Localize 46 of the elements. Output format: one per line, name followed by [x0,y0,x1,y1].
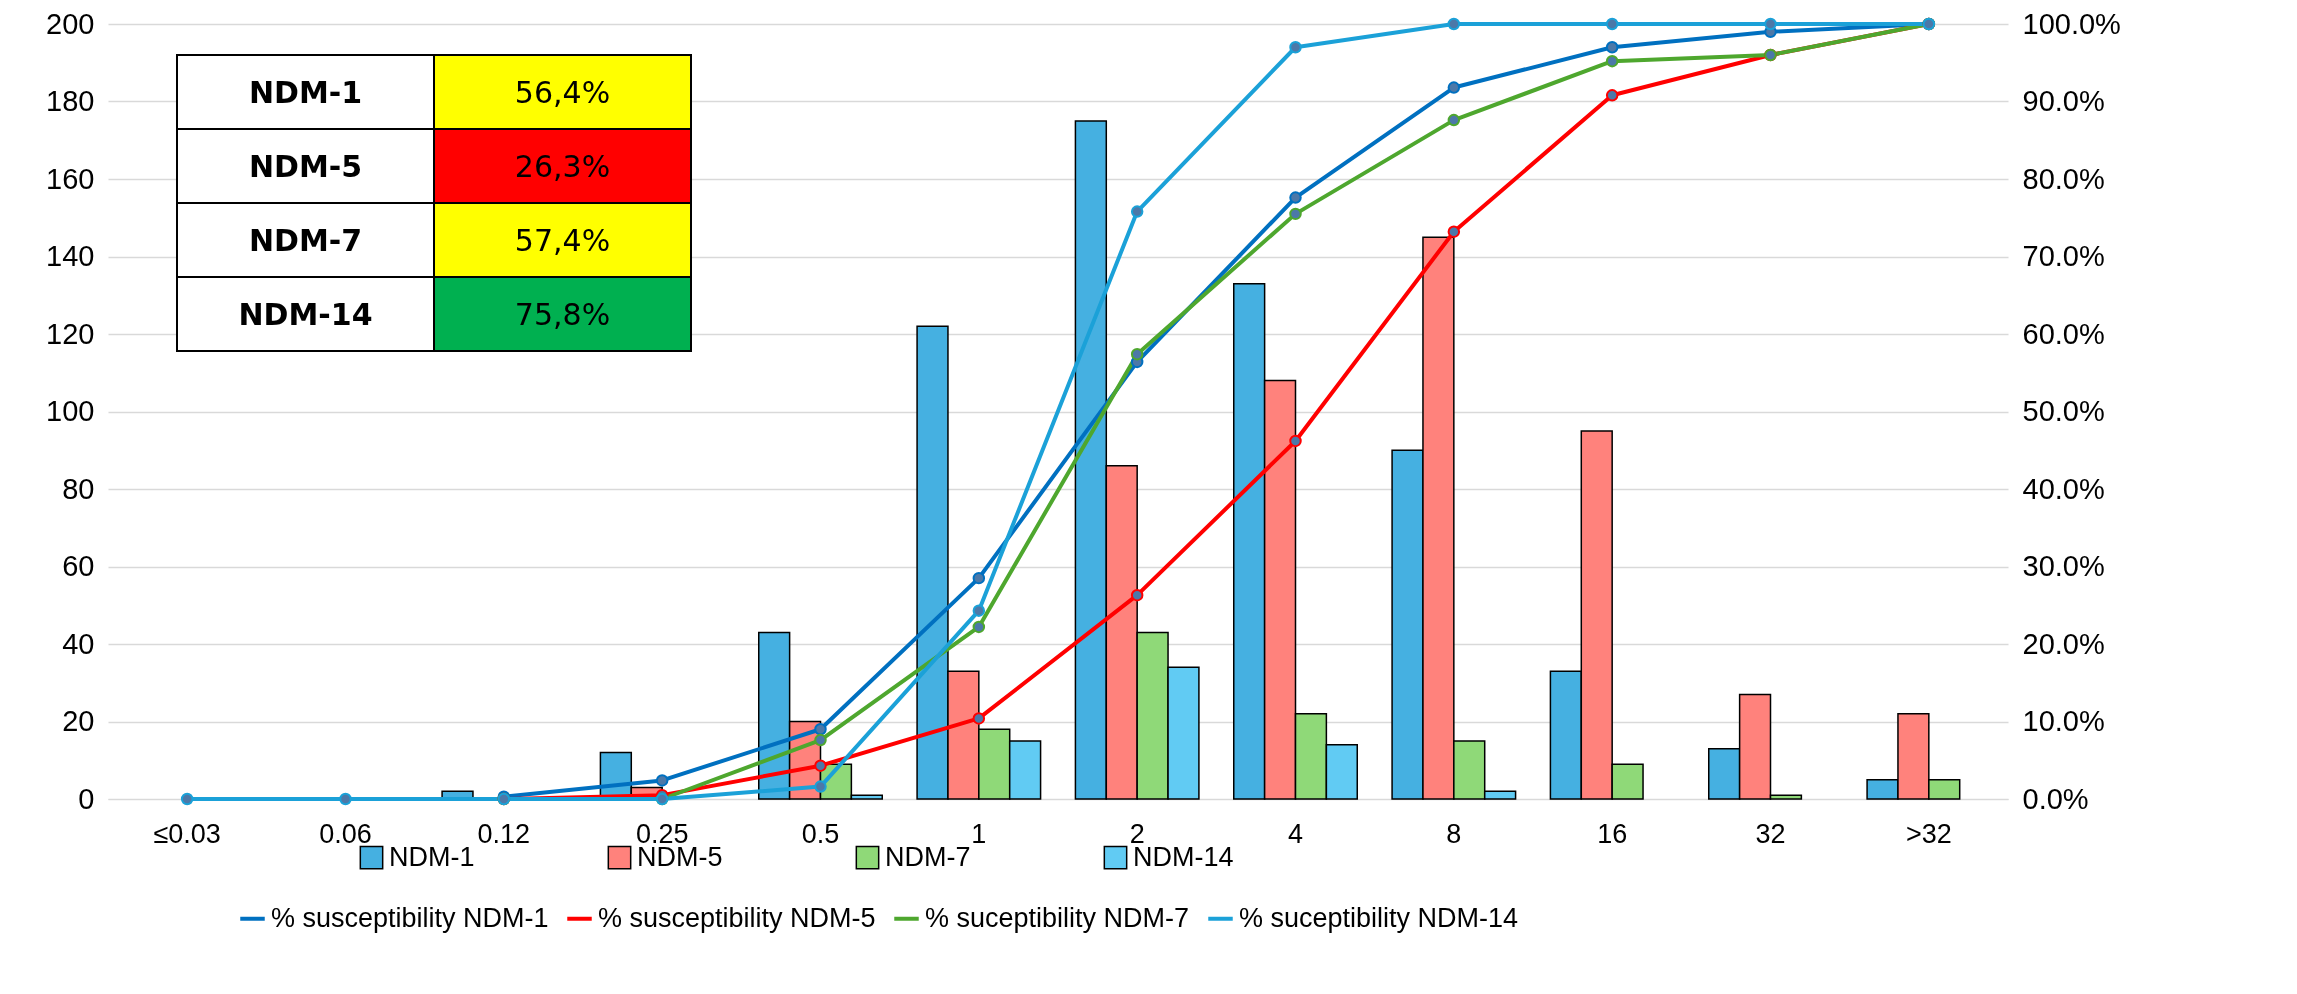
annotation: NDM-1 [177,55,434,129]
annotation: 57,4% [434,203,691,277]
y-tick-label: 20 [62,705,95,737]
x-tick-label: 0.12 [477,818,531,849]
y-tick-label: 40 [62,627,95,660]
x-tick-label: ≤0.03 [153,818,221,849]
annotation: NDM-14 [177,277,434,351]
y-tick-label: 180 [46,85,95,117]
y2-tick-label: 100.0% [2022,7,2121,40]
y2-tick-label: 0.0% [2022,782,2089,815]
y-tick-label: 100 [46,395,95,427]
annotation: NDM-7 [177,203,434,277]
x-tick-label: 0.5 [801,818,840,849]
y2-tick-label: 60.0% [2022,317,2105,350]
annotation: 75,8% [434,277,691,351]
x-tick-label: >32 [1905,818,1952,849]
x-tick-label: 16 [1597,818,1628,849]
annotation: 56,4% [434,55,691,129]
x-tick-label: 0.06 [319,818,372,849]
y2-tick-label: 80.0% [2022,162,2105,195]
y2-tick-label: 90.0% [2022,85,2105,117]
x-tick-label: 32 [1755,818,1786,849]
x-tick-label: 1 [971,818,987,849]
y-tick-label: 160 [46,162,95,195]
legend-label: % suceptibility NDM-14 [1239,902,1519,933]
y-tick-label: 200 [46,7,95,40]
y2-tick-label: 40.0% [2022,472,2105,505]
legend-label: % susceptibility NDM-5 [598,902,876,933]
y2-tick-label: 20.0% [2022,627,2105,660]
legend-label: % susceptibility NDM-1 [271,902,549,933]
y2-tick-label: 50.0% [2022,395,2105,427]
y2-tick-label: 10.0% [2022,705,2105,737]
x-tick-label: 8 [1446,818,1462,849]
x-tick-label: 4 [1287,818,1304,849]
y-tick-label: 140 [46,240,95,272]
y2-tick-label: 30.0% [2022,550,2105,582]
y-tick-label: 80 [62,472,95,505]
y-tick-label: 120 [46,317,95,350]
legend-label: % suceptibility NDM-7 [925,902,1190,933]
y2-tick-label: 70.0% [2022,240,2105,272]
annotation: 26,3% [434,129,691,203]
legend-label: NDM-1 [389,841,475,872]
annotation: NDM-5 [177,129,434,203]
y-tick-label: 0 [78,782,95,815]
y-tick-label: 60 [62,550,95,582]
legend-label: NDM-7 [885,841,971,872]
